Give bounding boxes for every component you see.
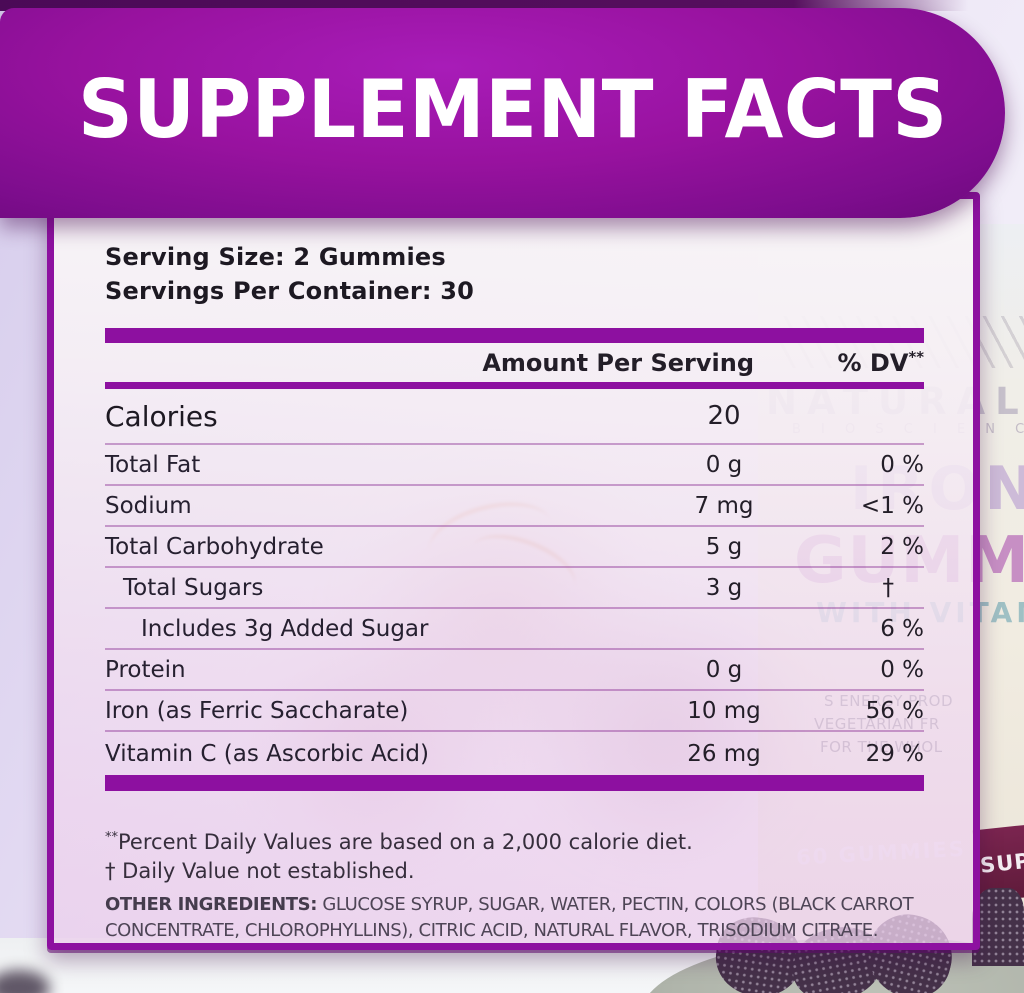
footnote-dv-text: Percent Daily Values are based on a 2,00… xyxy=(118,830,693,854)
corner-shadow xyxy=(0,970,50,993)
row-amount: 10 mg xyxy=(687,697,761,724)
other-ingredients: OTHER INGREDIENTS: GLUCOSE SYRUP, SUGAR,… xyxy=(105,892,925,944)
gummy xyxy=(972,888,1024,966)
amount-per-serving-header: Amount Per Serving xyxy=(482,348,754,377)
row-label: Protein xyxy=(105,656,186,683)
row-amount: 3 g xyxy=(705,574,743,601)
row-label: Calories xyxy=(105,399,218,433)
row-label: Iron (as Ferric Saccharate) xyxy=(105,697,409,724)
row-label: Vitamin C (as Ascorbic Acid) xyxy=(105,740,429,767)
other-ingredients-label: OTHER INGREDIENTS: xyxy=(105,894,317,915)
table-row: Total Sugars 3 g † xyxy=(105,568,924,609)
footnote-daily-values: **Percent Daily Values are based on a 2,… xyxy=(105,823,924,857)
row-dv: <1 % xyxy=(860,492,924,519)
table-row: Protein 0 g 0 % xyxy=(105,650,924,691)
photo-dark-top-edge xyxy=(0,0,968,11)
row-amount: 20 xyxy=(707,401,741,431)
title-banner: SUPPLEMENT FACTS xyxy=(0,8,1005,218)
divider-bar-top xyxy=(105,328,924,343)
row-amount: 0 g xyxy=(705,656,743,683)
dv-header-asterisks: ** xyxy=(908,348,924,366)
other-ingredients-text: GLUCOSE SYRUP, SUGAR, WATER, PECTIN, COL… xyxy=(105,894,914,941)
row-dv: 0 % xyxy=(880,656,924,683)
dv-header-text: % DV xyxy=(837,349,909,377)
footnote-asterisks: ** xyxy=(105,830,119,845)
percent-dv-header: % DV** xyxy=(804,348,924,377)
divider-bar-bottom xyxy=(105,775,924,791)
table-row: Vitamin C (as Ascorbic Acid) 26 mg 29 % xyxy=(105,732,924,775)
servings-per-container: Servings Per Container: 30 xyxy=(105,277,475,305)
table-row: Sodium 7 mg <1 % xyxy=(105,486,924,527)
bottle-band-text: SUPP xyxy=(979,846,1024,878)
panel-content: Serving Size: 2 Gummies Servings Per Con… xyxy=(54,199,973,943)
serving-size: Serving Size: 2 Gummies xyxy=(105,243,446,271)
row-amount: 7 mg xyxy=(694,492,754,519)
supplement-facts-panel: Serving Size: 2 Gummies Servings Per Con… xyxy=(47,192,980,950)
row-amount: 26 mg xyxy=(687,740,761,767)
row-dv: 0 % xyxy=(880,451,924,478)
row-dv: 29 % xyxy=(865,740,924,767)
row-dv: 2 % xyxy=(880,533,924,560)
table-header-row: Amount Per Serving % DV** xyxy=(105,343,924,382)
row-label: Total Fat xyxy=(105,451,201,478)
table-row: Iron (as Ferric Saccharate) 10 mg 56 % xyxy=(105,691,924,732)
row-label: Sodium xyxy=(105,492,192,519)
page-title: SUPPLEMENT FACTS xyxy=(78,62,948,156)
divider-bar-header xyxy=(105,382,924,389)
row-dv: † xyxy=(882,574,895,601)
table-row-calories: Calories 20 xyxy=(105,389,924,445)
row-label: Includes 3g Added Sugar xyxy=(141,615,429,642)
row-amount: 5 g xyxy=(705,533,743,560)
table-row: Includes 3g Added Sugar 6 % xyxy=(105,609,924,650)
row-label: Total Carbohydrate xyxy=(105,533,324,560)
table-row: Total Fat 0 g 0 % xyxy=(105,445,924,486)
table-row: Total Carbohydrate 5 g 2 % xyxy=(105,527,924,568)
row-amount: 0 g xyxy=(705,451,743,478)
row-dv: 56 % xyxy=(865,697,924,724)
footnote-dagger: † Daily Value not established. xyxy=(105,859,415,883)
row-dv: 6 % xyxy=(880,615,924,642)
row-label: Total Sugars xyxy=(123,574,264,601)
